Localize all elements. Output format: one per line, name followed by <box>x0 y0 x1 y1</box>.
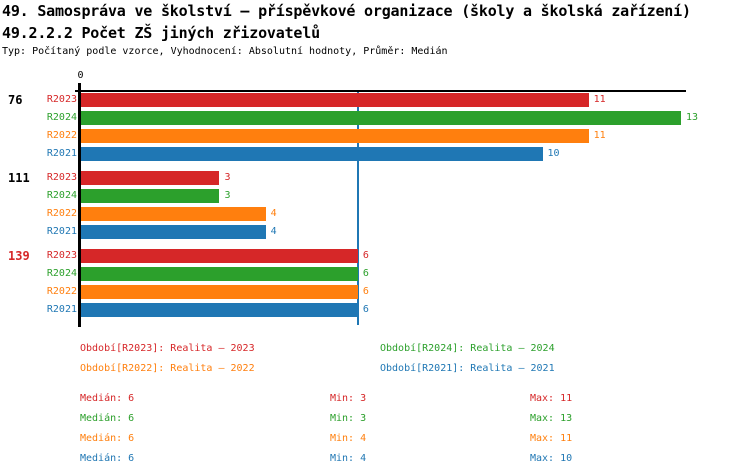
bar-value-label: 6 <box>362 250 369 261</box>
bar <box>81 129 589 143</box>
series-label: R2023 <box>46 172 77 183</box>
bar <box>81 207 266 221</box>
legend-item-r2021: Období[R2021]: Realita – 2021 <box>380 363 555 374</box>
group-label: 76 <box>8 93 23 107</box>
legend-item-r2024: Období[R2024]: Realita – 2024 <box>380 343 555 354</box>
bar <box>81 267 358 281</box>
bar <box>81 249 358 263</box>
stat-median-r2024: Medián: 6 <box>80 413 135 424</box>
series-label: R2021 <box>46 304 77 315</box>
stat-max-r2024: Max: 13 <box>530 413 573 424</box>
bar-value-label: 3 <box>224 172 231 183</box>
y-axis-line <box>78 83 81 327</box>
bar-value-label: 6 <box>362 304 369 315</box>
legend-item-r2023: Období[R2023]: Realita – 2023 <box>80 343 255 354</box>
stat-min-r2022: Min: 4 <box>330 433 367 444</box>
stat-max-r2023: Max: 11 <box>530 393 573 404</box>
stat-median-r2021: Medián: 6 <box>80 453 135 464</box>
legend-item-r2022: Období[R2022]: Realita – 2022 <box>80 363 255 374</box>
bar-value-label: 4 <box>270 208 277 219</box>
bar <box>81 93 589 107</box>
stat-max-r2021: Max: 10 <box>530 453 573 464</box>
series-label: R2021 <box>46 226 77 237</box>
bar <box>81 111 681 125</box>
bar <box>81 285 358 299</box>
chart-meta-line: Typ: Počítaný podle vzorce, Vyhodnocení:… <box>2 46 448 57</box>
stat-median-r2023: Medián: 6 <box>80 393 135 404</box>
bar <box>81 225 266 239</box>
group-label: 111 <box>8 171 30 185</box>
bar <box>81 171 220 185</box>
bar-value-label: 6 <box>362 286 369 297</box>
series-label: R2023 <box>46 94 77 105</box>
bar-value-label: 3 <box>224 190 231 201</box>
bar <box>81 303 358 317</box>
bar-value-label: 10 <box>547 148 560 159</box>
stat-min-r2021: Min: 4 <box>330 453 367 464</box>
bar <box>81 147 543 161</box>
series-label: R2021 <box>46 148 77 159</box>
series-label: R2024 <box>46 268 77 279</box>
x-axis-line <box>75 90 686 92</box>
page-subtitle: 49.2.2.2 Počet ZŠ jiných zřizovatelů <box>2 24 320 42</box>
group-label: 139 <box>8 249 30 263</box>
series-label: R2024 <box>46 190 77 201</box>
bar-value-label: 11 <box>593 130 606 141</box>
series-label: R2023 <box>46 250 77 261</box>
stat-min-r2023: Min: 3 <box>330 393 367 404</box>
bar <box>81 189 220 203</box>
bar-value-label: 6 <box>362 268 369 279</box>
series-label: R2022 <box>46 208 77 219</box>
x-axis-zero-tick-label: 0 <box>77 70 84 81</box>
stat-median-r2022: Medián: 6 <box>80 433 135 444</box>
stat-max-r2022: Max: 11 <box>530 433 573 444</box>
series-label: R2024 <box>46 112 77 123</box>
page-title: 49. Samospráva ve školství – příspěvkové… <box>2 2 691 20</box>
stat-min-r2024: Min: 3 <box>330 413 367 424</box>
series-label: R2022 <box>46 286 77 297</box>
median-line <box>356 92 359 325</box>
series-label: R2022 <box>46 130 77 141</box>
bar-value-label: 13 <box>685 112 698 123</box>
bar-value-label: 11 <box>593 94 606 105</box>
bar-value-label: 4 <box>270 226 277 237</box>
